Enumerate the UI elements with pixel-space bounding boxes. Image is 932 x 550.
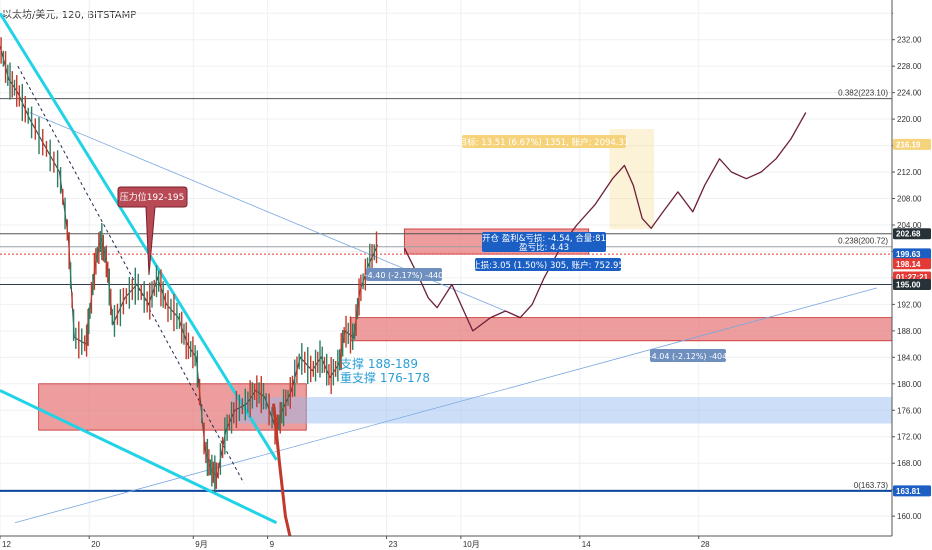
price-tags-layer: 236.00216.19202.68199.63198.1401:27:2119… (893, 7, 931, 497)
y-axis-tick-label: 228.00 (897, 62, 922, 71)
pressure-callout[interactable]: 压力位192-195 (117, 186, 188, 276)
header-separator-2: , (80, 10, 88, 21)
x-axis-tick-label: 23 (389, 540, 398, 549)
pressure-callout-shape (117, 186, 188, 276)
y-axis-tick-label: 188.00 (897, 327, 922, 336)
y-axis-tick-label: 160.00 (897, 512, 922, 521)
y-axis-tick-label: 192.00 (897, 300, 922, 309)
measure-label-1-text: -4.40 (-2.17%) -440 (365, 271, 443, 280)
projection-path (403, 112, 807, 332)
zone-red (350, 317, 893, 342)
x-axis-bg (0, 536, 932, 550)
y-axis-tick-label: 176.00 (897, 406, 922, 415)
y-axis-tick-label: 212.00 (897, 168, 922, 177)
x-axis-tick-label: 10月 (463, 540, 480, 549)
zone-blue (231, 397, 893, 424)
y-axis-tick-label: 172.00 (897, 433, 922, 442)
y-axis-tick-label: 232.00 (897, 36, 922, 45)
y-axis-tick-label: 224.00 (897, 89, 922, 98)
y-axis-tick-label: 168.00 (897, 459, 922, 468)
price-tag-bg (893, 248, 931, 260)
price-level-label: 0.238(200.72) (838, 237, 888, 246)
y-axis-tick-label: 184.00 (897, 353, 922, 362)
price-tag-bg (893, 7, 931, 19)
price-tag-bg (893, 228, 931, 240)
price-level-label: 0(163.73) (854, 481, 889, 490)
price-tag-bg (893, 138, 931, 150)
measure-label-2: -4.04 (-2.12%) -404 (649, 349, 727, 362)
price-tag-label: 199.63 (896, 250, 921, 259)
measure-label-1-bg (366, 268, 442, 281)
price-tag-label: 195.00 (896, 281, 921, 290)
chart-header: 以太坊/美元, 120, BITSTAMP (2, 6, 136, 21)
trend-line-cyan (0, 12, 278, 461)
y-axis-tick-label: 208.00 (897, 195, 922, 204)
x-axis-tick-label: 14 (582, 540, 591, 549)
exchange-label: BITSTAMP (87, 10, 137, 21)
price-tag-label: 216.19 (896, 140, 921, 149)
measure-label-2-text: -4.04 (-2.12%) -404 (649, 352, 727, 361)
position-label-line1: 开仓 盈利&亏损: -4.54, 合量:81 (482, 233, 606, 244)
support-text-2: 重支撑 176-178 (340, 370, 430, 385)
y-axis-tick-label: 180.00 (897, 380, 922, 389)
price-tag-label: 202.68 (896, 230, 921, 239)
price-tag-label: 236.00 (896, 9, 921, 18)
measure-label-2-bg (650, 349, 726, 362)
crash-candle (272, 403, 293, 543)
header-separator-1: , (55, 10, 62, 21)
x-axis-tick-label: 20 (91, 540, 100, 549)
stop-label-bg (475, 258, 621, 271)
horizontal-lines-layer: 0.382(223.10) 0.238(200.72) 0(163.73) (0, 89, 892, 492)
price-tag-bg (893, 279, 931, 291)
position-label-line2: 盈亏比: 4.43 (519, 242, 569, 253)
x-axis-tick-label: 9 (270, 540, 275, 549)
x-axis-tick-label: 9月 (195, 540, 207, 549)
interval-label[interactable]: 120 (61, 10, 81, 21)
price-tag-label: 01:27:21 (896, 273, 929, 282)
position-label[interactable]: 开仓 盈利&亏损: -4.54, 合量:81 盈亏比: 4.43 (482, 232, 606, 253)
support-text-1: 支撑 188-189 (340, 356, 418, 371)
price-tag-label: 163.81 (896, 487, 921, 496)
target-label-bg (462, 135, 626, 148)
target-label: 目标: 13.51 (6.67%) 1351, 账户: 2094.31 (459, 135, 630, 148)
y-axis-tick-label: 220.00 (897, 115, 922, 124)
trend-line-cyan (0, 389, 278, 525)
measure-label-1: -4.40 (-2.17%) -440 (365, 268, 443, 281)
target-label-text: 目标: 13.51 (6.67%) 1351, 账户: 2094.31 (459, 137, 630, 148)
price-tag-bg (893, 485, 931, 497)
pressure-callout-text: 压力位192-195 (120, 191, 185, 203)
price-tag-label: 198.14 (896, 260, 921, 269)
zones-layer (38, 129, 893, 431)
position-label-bg (482, 232, 606, 252)
symbol-label[interactable]: 以太坊/美元 (2, 10, 56, 21)
y-axis-tick-label: 204.00 (897, 221, 922, 230)
x-axis-tick-label: 12 (2, 540, 11, 549)
trend-lines-layer (0, 12, 878, 525)
price-path (0, 46, 379, 478)
price-level-label: 0.382(223.10) (838, 89, 888, 98)
x-axis-tick-label: 28 (701, 540, 710, 549)
stop-label: 止损:3.05 (1.50%) 305, 账户: 752.95 (472, 258, 624, 271)
price-series (0, 37, 379, 543)
stop-label-text: 止损:3.05 (1.50%) 305, 账户: 752.95 (472, 260, 624, 271)
projection-layer (403, 112, 807, 332)
trend-line-thin-blue (14, 287, 878, 524)
trend-line-dashed-dark (17, 65, 245, 484)
price-tag-bg (893, 258, 931, 270)
